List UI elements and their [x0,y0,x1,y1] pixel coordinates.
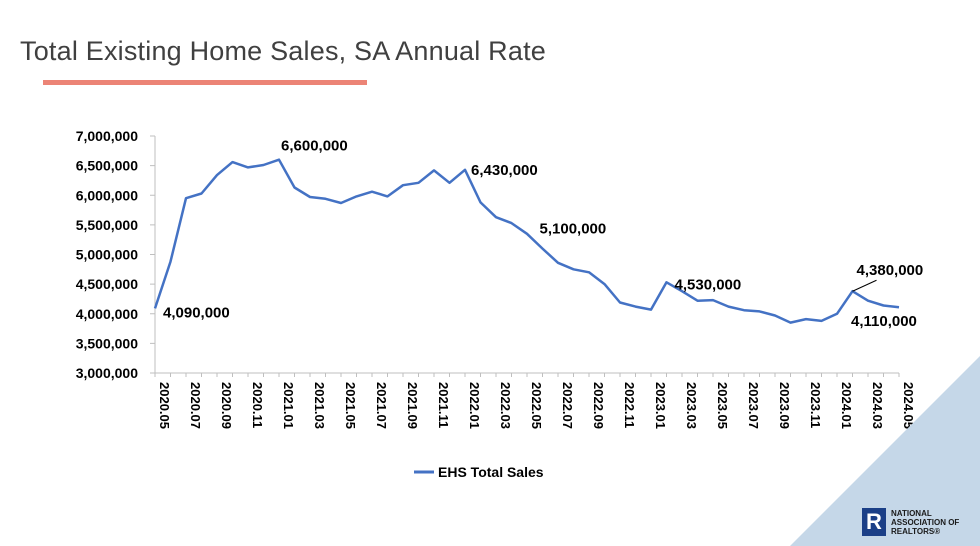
data-label: 4,110,000 [851,313,917,330]
x-tick-label: 2021.11 [436,382,451,428]
y-tick-label: 7,000,000 [76,128,138,144]
x-axis: 2020.05 2020.07 2020.09 2020.11 2021.01 2021.… [154,372,916,429]
data-label: 5,100,000 [540,221,607,238]
y-axis: 3,000,000 3,500,000 4,000,000 4,500,000 5,00… [76,128,156,381]
y-tick-label: 6,000,000 [76,187,138,203]
title-underline [43,80,367,85]
logo-line1: NATIONAL [891,508,932,518]
page-title: Total Existing Home Sales, SA Annual Rat… [20,36,546,66]
x-tick-label: 2021.05 [343,382,358,429]
x-tick-label: 2022.05 [529,382,544,429]
x-tick-label: 2021.01 [281,382,296,429]
legend: EHS Total Sales [414,464,544,480]
x-tick-label: 2024.03 [870,382,885,429]
x-tick-label: 2022.01 [467,382,482,429]
x-tick-label: 2024.05 [901,382,916,429]
y-tick-label: 3,000,000 [76,365,138,381]
x-tick-label: 2021.03 [312,382,327,429]
x-tick-label: 2021.09 [405,382,420,429]
x-tick-label: 2021.07 [374,382,389,429]
x-tick-label: 2023.07 [746,382,761,429]
y-tick-label: 5,000,000 [76,247,138,263]
data-label: 6,430,000 [471,162,538,179]
x-tick-label: 2022.09 [591,382,606,429]
data-label: 6,600,000 [281,138,348,155]
series-line-ehs-total-sales [153,158,900,324]
data-label: 4,380,000 [857,262,924,279]
y-tick-label: 4,000,000 [76,306,138,322]
y-tick-label: 3,500,000 [76,335,138,351]
y-tick-label: 5,500,000 [76,217,138,233]
data-label: 4,530,000 [675,276,742,293]
x-tick-label: 2020.09 [219,382,234,429]
data-label: 4,090,000 [163,304,230,321]
nar-logo: R NATIONAL ASSOCIATION OF REALTORS® [862,508,959,536]
legend-label: EHS Total Sales [438,464,544,480]
annotations-group: 4,090,000 6,600,000 6,430,000 5,100,000 4,53… [163,138,923,331]
x-tick-label: 2022.03 [498,382,513,429]
x-tick-label: 2023.09 [777,382,792,429]
x-tick-label: 2020.11 [250,382,265,428]
x-tick-label: 2023.05 [715,382,730,429]
x-tick-label: 2023.03 [684,382,699,429]
x-tick-label: 2023.11 [808,382,823,428]
logo-line2: ASSOCIATION OF [891,517,960,527]
x-tick-label: 2024.01 [839,382,854,429]
annotation-leader-line [852,279,877,292]
realtor-r-logo-icon: R [862,508,886,536]
x-tick-label: 2020.07 [188,382,203,429]
x-tick-label: 2022.07 [560,382,575,429]
x-tick-label: 2023.01 [653,382,668,429]
series-group [153,158,900,324]
y-tick-label: 4,500,000 [76,276,138,292]
logo-text: NATIONAL ASSOCIATION OF REALTORS® [891,509,959,536]
logo-line3: REALTORS® [891,526,941,536]
y-tick-label: 6,500,000 [76,158,138,174]
x-tick-label: 2020.05 [157,382,172,429]
x-tick-label: 2022.11 [622,382,637,428]
